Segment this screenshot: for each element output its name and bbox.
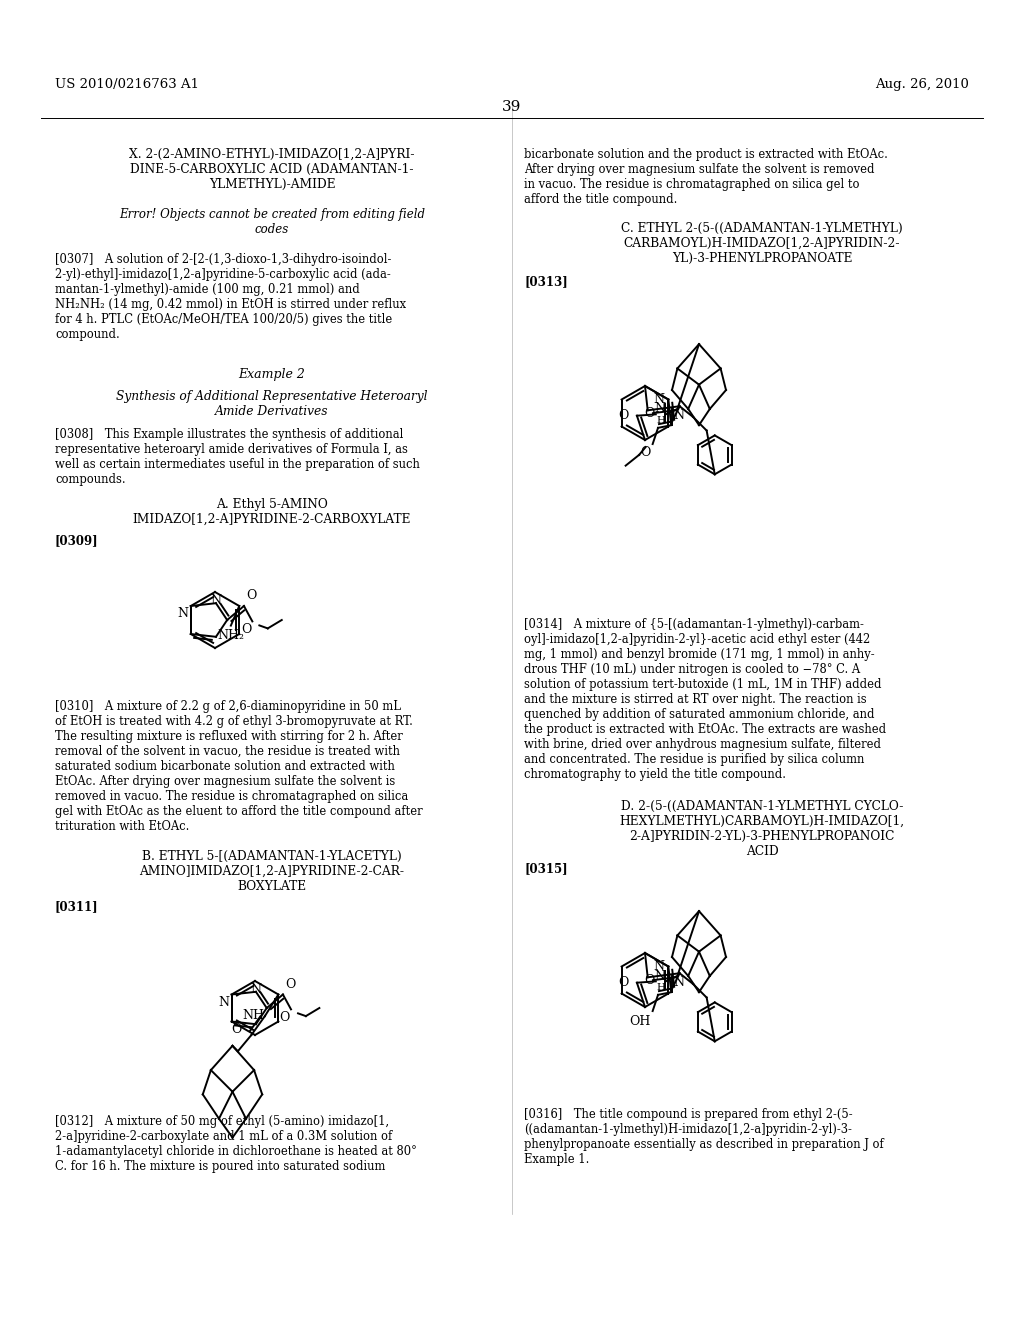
Text: N: N: [654, 969, 666, 982]
Text: Error! Objects cannot be created from editing field
codes: Error! Objects cannot be created from ed…: [119, 209, 425, 236]
Text: [0308] This Example illustrates the synthesis of additional
representative heter: [0308] This Example illustrates the synt…: [55, 428, 420, 486]
Text: [0313]: [0313]: [524, 275, 567, 288]
Text: A. Ethyl 5-AMINO
IMIDAZO[1,2-A]PYRIDINE-2-CARBOXYLATE: A. Ethyl 5-AMINO IMIDAZO[1,2-A]PYRIDINE-…: [133, 498, 412, 525]
Text: Example 2: Example 2: [239, 368, 305, 381]
Text: N: N: [673, 975, 684, 989]
Text: N: N: [653, 961, 665, 973]
Text: bicarbonate solution and the product is extracted with EtOAc.
After drying over : bicarbonate solution and the product is …: [524, 148, 888, 206]
Text: [0315]: [0315]: [524, 862, 567, 875]
Text: [0310] A mixture of 2.2 g of 2,6-diaminopyridine in 50 mL
of EtOH is treated wit: [0310] A mixture of 2.2 g of 2,6-diamino…: [55, 700, 423, 833]
Text: [0311]: [0311]: [55, 900, 98, 913]
Text: O: O: [645, 974, 655, 987]
Text: O: O: [280, 1011, 290, 1024]
Text: O: O: [241, 623, 251, 636]
Text: Synthesis of Additional Representative Heteroaryl
Amide Derivatives: Synthesis of Additional Representative H…: [117, 389, 428, 418]
Text: [0314] A mixture of {5-[(adamantan-1-ylmethyl)-carbam-
oyl]-imidazo[1,2-a]pyridi: [0314] A mixture of {5-[(adamantan-1-ylm…: [524, 618, 886, 781]
Text: H: H: [656, 983, 666, 993]
Text: NH: NH: [242, 1008, 264, 1022]
Text: 39: 39: [503, 100, 521, 114]
Text: N: N: [251, 983, 261, 997]
Text: B. ETHYL 5-[(ADAMANTAN-1-YLACETYL)
AMINO]IMIDAZO[1,2-A]PYRIDINE-2-CAR-
BOXYLATE: B. ETHYL 5-[(ADAMANTAN-1-YLACETYL) AMINO…: [139, 850, 404, 894]
Text: Aug. 26, 2010: Aug. 26, 2010: [876, 78, 969, 91]
Text: N: N: [178, 607, 188, 620]
Text: H: H: [656, 416, 666, 425]
Text: O: O: [285, 978, 295, 990]
Text: US 2010/0216763 A1: US 2010/0216763 A1: [55, 78, 199, 91]
Text: O: O: [640, 446, 650, 459]
Text: [0309]: [0309]: [55, 535, 98, 546]
Text: O: O: [645, 407, 655, 420]
Text: [0316] The title compound is prepared from ethyl 2-(5-
((adamantan-1-ylmethyl)H-: [0316] The title compound is prepared fr…: [524, 1107, 884, 1166]
Text: N: N: [673, 409, 684, 422]
Text: O: O: [618, 409, 629, 422]
Text: N: N: [218, 995, 229, 1008]
Text: C. ETHYL 2-(5-((ADAMANTAN-1-YLMETHYL)
CARBAMOYL)H-IMIDAZO[1,2-A]PYRIDIN-2-
YL)-3: C. ETHYL 2-(5-((ADAMANTAN-1-YLMETHYL) CA…: [622, 222, 903, 265]
Text: [0307] A solution of 2-[2-(1,3-dioxo-1,3-dihydro-isoindol-
2-yl)-ethyl]-imidazo[: [0307] A solution of 2-[2-(1,3-dioxo-1,3…: [55, 253, 407, 341]
Text: O: O: [231, 1023, 242, 1036]
Text: O: O: [618, 977, 629, 989]
Text: N: N: [211, 594, 221, 607]
Text: N: N: [654, 403, 666, 416]
Text: D. 2-(5-((ADAMANTAN-1-YLMETHYL CYCLO-
HEXYLMETHYL)CARBAMOYL)H-IMIDAZO[1,
2-A]PYR: D. 2-(5-((ADAMANTAN-1-YLMETHYL CYCLO- HE…: [620, 800, 904, 858]
Text: OH: OH: [630, 1015, 650, 1028]
Text: O: O: [246, 589, 256, 602]
Text: N: N: [653, 393, 665, 407]
Text: X. 2-(2-AMINO-ETHYL)-IMIDAZO[1,2-A]PYRI-
DINE-5-CARBOXYLIC ACID (ADAMANTAN-1-
YL: X. 2-(2-AMINO-ETHYL)-IMIDAZO[1,2-A]PYRI-…: [129, 148, 415, 191]
Text: NH₂: NH₂: [217, 628, 245, 642]
Text: [0312] A mixture of 50 mg of ethyl (5-amino) imidazo[1,
2-a]pyridine-2-carboxyla: [0312] A mixture of 50 mg of ethyl (5-am…: [55, 1115, 417, 1173]
